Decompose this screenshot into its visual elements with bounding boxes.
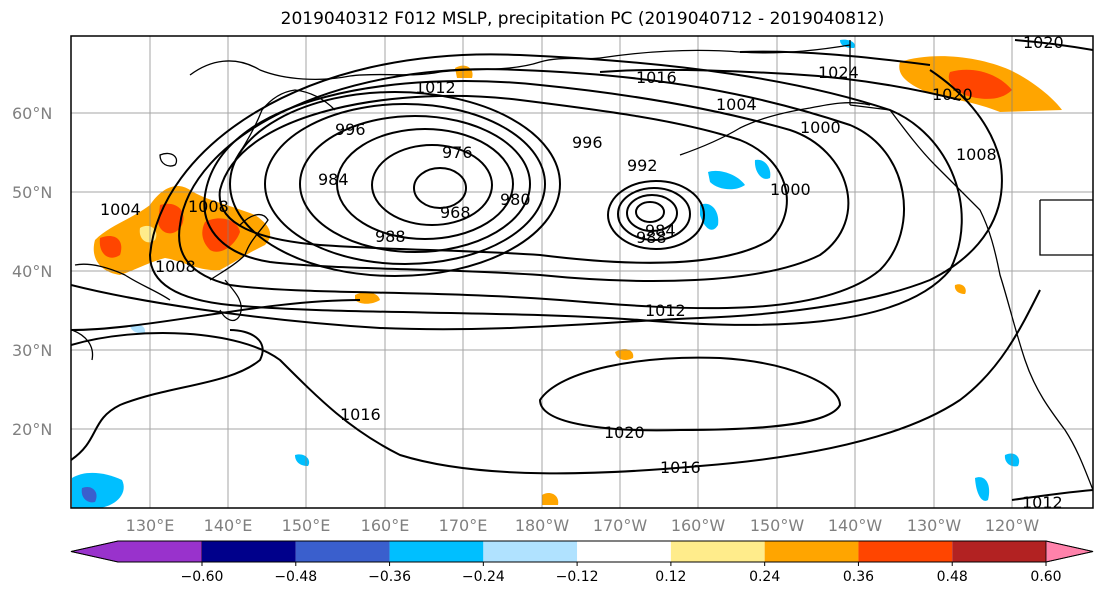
lon-label: 170°W (593, 516, 648, 535)
isobar-label: 1020 (604, 423, 645, 442)
colorbar-segment (764, 541, 859, 562)
lon-label: 150°W (750, 516, 805, 535)
isobar-labels: 1020 1024 1016 1012 996 1004 1000 976 98… (100, 33, 1064, 512)
isobar-label: 1012 (1022, 493, 1063, 512)
isobar-label: 1000 (800, 118, 841, 137)
colorbar-tick-label: −0.60 (181, 569, 224, 585)
isobar-label: 996 (335, 120, 366, 139)
colorbar-segment (858, 541, 953, 562)
coastlines (71, 40, 1093, 491)
colorbar-segment (670, 541, 765, 562)
precipitation-positive-shading (93, 56, 1062, 505)
isobar-label: 1020 (932, 85, 973, 104)
lon-label: 160°W (671, 516, 726, 535)
isobar-label: 988 (375, 227, 406, 246)
colorbar-tick-label: 0.24 (749, 569, 780, 585)
isobar-label: 984 (645, 221, 676, 240)
precipitation-negative-shading (72, 39, 1020, 508)
colorbar-tick-label: −0.12 (556, 569, 599, 585)
lon-label: 130°E (126, 516, 175, 535)
colorbar-segment (389, 541, 484, 562)
isobar-label: 1016 (636, 68, 677, 87)
isobar-label: 1016 (660, 458, 701, 477)
isobar-label: 1012 (415, 78, 456, 97)
colorbar-segment (952, 541, 1046, 562)
colorbar-tick-label: 0.12 (655, 569, 686, 585)
isobar-label: 992 (627, 156, 658, 175)
isobar-label: 1008 (155, 257, 196, 276)
lat-label-50n: 50°N (12, 183, 52, 202)
isobar-label: 1004 (100, 200, 141, 219)
lon-label: 160°E (361, 516, 410, 535)
isobar-label: 996 (572, 133, 603, 152)
colorbar: −0.60 −0.48 −0.36 −0.24 −0.12 0.12 0.24 0.36 0.4… (70, 540, 1094, 585)
latitude-labels: 60°N 50°N 40°N 30°N 20°N (12, 104, 52, 439)
isobars (71, 39, 1093, 501)
isobar-label: 988 (636, 228, 667, 247)
colorbar-tick-label: −0.48 (274, 569, 317, 585)
colorbar-extend-max (1045, 540, 1094, 563)
colorbar-tick-label: 0.48 (937, 569, 968, 585)
lat-label-20n: 20°N (12, 420, 52, 439)
map-title: 2019040312 F012 MSLP, precipitation PC (… (280, 9, 885, 29)
colorbar-segment (483, 541, 578, 562)
lon-label: 120°W (985, 516, 1040, 535)
isobar-label: 1020 (1023, 33, 1064, 52)
lon-label: 140°E (204, 516, 253, 535)
lon-label: 130°W (907, 516, 962, 535)
colorbar-tick-label: 0.36 (843, 569, 874, 585)
colorbar-segment (295, 541, 390, 562)
lon-label: 170°E (439, 516, 488, 535)
colorbar-segment (577, 541, 671, 562)
lon-label: 180°W (515, 516, 570, 535)
isobar-label: 984 (318, 170, 349, 189)
isobar-label: 980 (500, 190, 531, 209)
isobar-label: 1000 (770, 180, 811, 199)
isobar-label: 976 (442, 143, 473, 162)
colorbar-frame (70, 540, 1094, 563)
isobar-label: 1012 (645, 301, 686, 320)
map-frame (70, 35, 1094, 509)
isobar-label: 1008 (956, 145, 997, 164)
map-panel: 1020 1024 1016 1012 996 1004 1000 976 98… (71, 33, 1093, 512)
lat-label-60n: 60°N (12, 104, 52, 123)
graticule (71, 36, 1093, 508)
isobar-label: 968 (440, 203, 471, 222)
colorbar-tick-label: 0.60 (1030, 569, 1061, 585)
colorbar-tick-label: −0.36 (368, 569, 411, 585)
isobar-label: 1016 (340, 405, 381, 424)
isobar-label: 1008 (188, 197, 229, 216)
longitude-labels: 130°E 140°E 150°E 160°E 170°E 180°W 170°… (126, 516, 1040, 535)
lat-label-40n: 40°N (12, 262, 52, 281)
lon-label: 150°E (282, 516, 331, 535)
isobar-label: 1004 (716, 95, 757, 114)
colorbar-extend-min (70, 540, 203, 563)
lon-label: 140°W (828, 516, 883, 535)
colorbar-tick-label: −0.24 (462, 569, 505, 585)
lat-label-30n: 30°N (12, 341, 52, 360)
isobar-label: 1024 (818, 63, 859, 82)
colorbar-segment (202, 541, 296, 562)
